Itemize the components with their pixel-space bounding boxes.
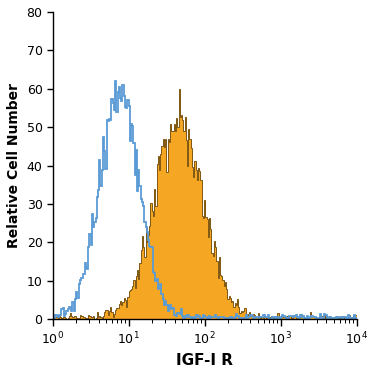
Y-axis label: Relative Cell Number: Relative Cell Number xyxy=(7,83,21,248)
X-axis label: IGF-I R: IGF-I R xyxy=(176,353,233,368)
